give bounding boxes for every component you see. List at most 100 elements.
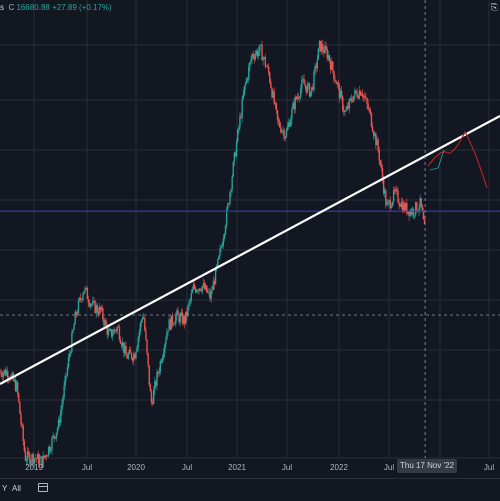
price-chart[interactable] bbox=[0, 0, 500, 478]
candle-body bbox=[227, 203, 229, 210]
candle-body bbox=[52, 435, 54, 438]
candle-body bbox=[86, 288, 89, 300]
projection-up-path bbox=[429, 149, 445, 171]
candle-body bbox=[102, 307, 104, 320]
candle-body bbox=[129, 349, 132, 353]
candle-body bbox=[134, 354, 136, 359]
candle-body bbox=[29, 454, 31, 464]
candle-body bbox=[198, 288, 200, 292]
candle-body bbox=[145, 330, 147, 340]
candle-body bbox=[343, 109, 345, 113]
candle-body bbox=[208, 291, 210, 293]
candle-body bbox=[177, 310, 179, 315]
candle-body bbox=[68, 354, 71, 358]
candle-body bbox=[329, 61, 332, 70]
candle-body bbox=[252, 54, 254, 58]
candle-body bbox=[84, 287, 86, 291]
candle-body bbox=[11, 373, 13, 376]
candle-body bbox=[224, 225, 227, 234]
candle-body bbox=[182, 316, 185, 324]
candle-body bbox=[109, 329, 112, 331]
candle-body bbox=[345, 109, 347, 112]
candle-body bbox=[188, 302, 190, 306]
candle-body bbox=[399, 205, 401, 207]
candle-body bbox=[390, 206, 393, 209]
candle-body bbox=[186, 311, 188, 316]
candle-body bbox=[238, 127, 240, 130]
calendar-icon[interactable] bbox=[38, 483, 48, 492]
candle-body bbox=[148, 365, 150, 385]
crosshair-date-label: Thu 17 Nov '22 bbox=[397, 459, 457, 473]
candle-body bbox=[332, 61, 334, 71]
candle-body bbox=[366, 98, 368, 104]
candle-body bbox=[319, 40, 322, 52]
candle-body bbox=[201, 285, 204, 292]
candle-body bbox=[256, 50, 259, 57]
candle-body bbox=[301, 80, 303, 89]
candle-body bbox=[244, 83, 247, 87]
candle-body bbox=[300, 88, 302, 98]
candle-body bbox=[33, 458, 35, 464]
candle-body bbox=[376, 139, 378, 146]
candle-body bbox=[418, 208, 420, 211]
candle-body bbox=[107, 329, 110, 335]
candle-body bbox=[194, 288, 197, 293]
candle-body bbox=[155, 381, 157, 386]
candle-body bbox=[212, 281, 215, 291]
candle-body bbox=[179, 314, 181, 323]
candle-body bbox=[274, 103, 276, 104]
candle-body bbox=[95, 305, 97, 314]
candle-body bbox=[277, 119, 280, 122]
candle-body bbox=[348, 99, 351, 109]
candle-body bbox=[270, 82, 272, 89]
candle-body bbox=[395, 189, 397, 192]
candle-body bbox=[119, 339, 122, 344]
candle-body bbox=[181, 312, 184, 324]
candle-body bbox=[266, 66, 269, 68]
candle-body bbox=[253, 57, 255, 59]
candle-body bbox=[144, 318, 146, 331]
candle-body bbox=[25, 460, 28, 461]
candle-body bbox=[98, 306, 101, 315]
candle-body bbox=[221, 245, 223, 247]
candle-body bbox=[152, 389, 155, 404]
range-button-all[interactable]: All bbox=[12, 484, 21, 493]
candle-body bbox=[304, 84, 306, 87]
candle-body bbox=[359, 90, 362, 96]
candle-body bbox=[104, 320, 106, 326]
candle-body bbox=[219, 248, 221, 256]
candle-body bbox=[393, 190, 396, 192]
candle-body bbox=[183, 316, 186, 324]
candle-body bbox=[37, 454, 40, 465]
candle-body bbox=[396, 189, 398, 191]
candle-body bbox=[380, 164, 383, 169]
screenshot-icon[interactable]: ⎘ bbox=[490, 2, 498, 12]
candle-body bbox=[191, 289, 194, 294]
candle-body bbox=[228, 203, 230, 205]
candle-body bbox=[322, 43, 324, 51]
candle-body bbox=[128, 349, 131, 355]
candle-body bbox=[318, 40, 321, 49]
candle-body bbox=[280, 127, 282, 133]
candle-body bbox=[30, 461, 32, 464]
range-button-year[interactable]: Y bbox=[2, 484, 8, 493]
candle-body bbox=[166, 332, 168, 340]
candle-body bbox=[260, 44, 262, 46]
candle-body bbox=[265, 66, 268, 67]
candle-body bbox=[248, 66, 250, 80]
candle-body bbox=[273, 91, 275, 104]
legend-close-value: 16680.88 bbox=[16, 3, 50, 12]
candle-body bbox=[311, 87, 313, 92]
candle-body bbox=[298, 97, 301, 99]
candle-body bbox=[26, 451, 29, 461]
candle-body bbox=[146, 339, 148, 354]
candle-body bbox=[372, 131, 375, 136]
candle-body bbox=[282, 130, 284, 131]
candle-body bbox=[156, 372, 158, 386]
candle-body bbox=[283, 130, 285, 139]
candle-body bbox=[39, 458, 41, 465]
candle-body bbox=[235, 141, 238, 157]
candle-body bbox=[271, 88, 273, 98]
candle-body bbox=[286, 126, 289, 131]
candle-body bbox=[139, 323, 142, 332]
